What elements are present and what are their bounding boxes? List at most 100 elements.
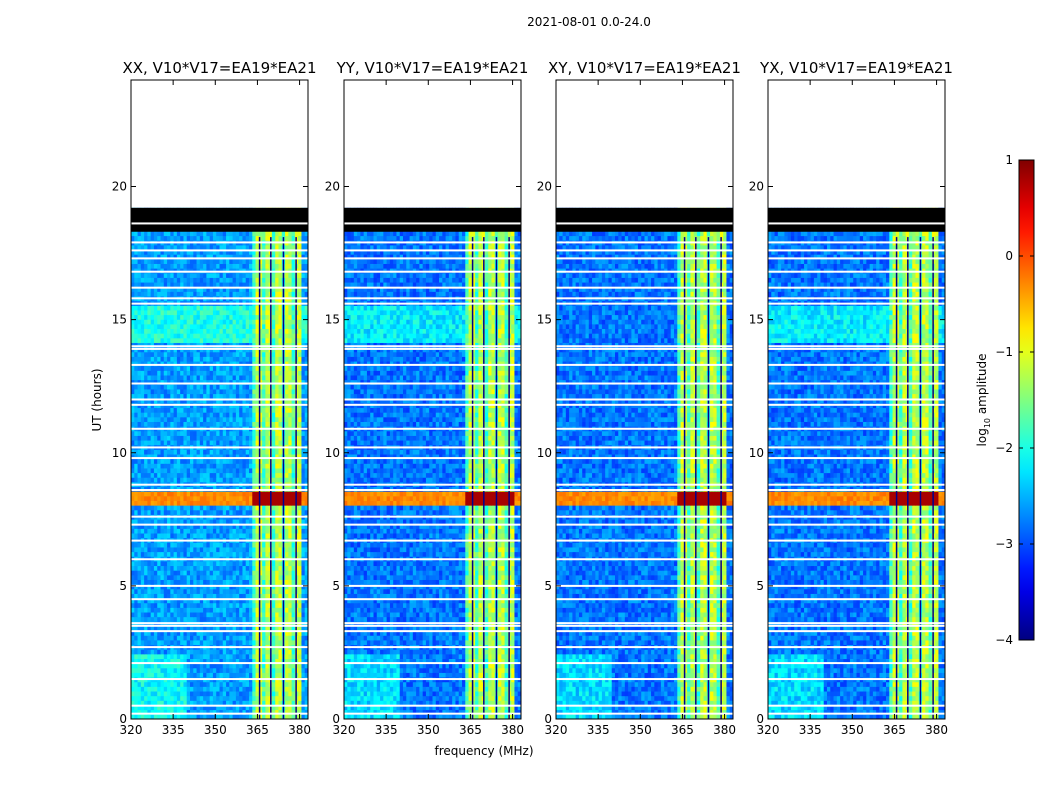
gap-row (768, 297, 945, 300)
y-tick-label: 0 (544, 712, 552, 726)
x-tick-label: 365 (246, 723, 269, 737)
gap-row (131, 363, 308, 366)
gap-row (768, 398, 945, 401)
y-tick-label: 10 (749, 446, 764, 460)
y-tick-label: 0 (119, 712, 127, 726)
gap-row (131, 347, 308, 350)
gap-row (556, 345, 733, 348)
gap-row (556, 398, 733, 401)
gap-row (131, 302, 308, 305)
gap-row (768, 403, 945, 406)
gap-row (768, 523, 945, 526)
colorbar-label: log10 amplitude (975, 354, 992, 447)
gap-row (131, 678, 308, 681)
gap-row (556, 598, 733, 601)
gap-row (768, 584, 945, 587)
flagged-channel (919, 237, 922, 719)
gap-row (131, 382, 308, 385)
panel-0: XX, V10*V17=EA19*EA21 320 335 350 365 380 0 5 10… (112, 59, 317, 737)
gap-row (131, 270, 308, 273)
gap-row (131, 622, 308, 625)
flagged-channel (695, 237, 697, 719)
gap-row (768, 427, 945, 430)
colorbar: 1 0 −1 −2 −3 −4 (995, 153, 1035, 647)
gap-row (556, 270, 733, 273)
gap-row (131, 345, 308, 348)
gap-row (556, 515, 733, 518)
gap-row (768, 598, 945, 601)
gap-row (768, 712, 945, 715)
x-tick-label: 350 (417, 723, 440, 737)
y-tick-label: 5 (119, 579, 127, 593)
gap-row (556, 382, 733, 385)
x-tick-label: 335 (375, 723, 398, 737)
flagged-band (556, 207, 733, 232)
gap-row (344, 630, 521, 633)
gap-row (131, 398, 308, 401)
gap-row (131, 489, 308, 492)
colorbar-tick-label: −4 (995, 633, 1013, 647)
x-tick-label: 380 (713, 723, 736, 737)
panel-frame (555, 79, 734, 720)
gap-row (131, 446, 308, 449)
spectrogram-heatmap (556, 207, 733, 719)
x-tick-label: 350 (629, 723, 652, 737)
panels: XX, V10*V17=EA19*EA21 320 335 350 365 380 0 5 10… (112, 59, 953, 737)
gap-row (768, 662, 945, 665)
y-tick-label: 0 (332, 712, 340, 726)
panel-3: YX, V10*V17=EA19*EA21 320 335 350 365 380 0 5 10… (749, 59, 953, 737)
gap-row (556, 584, 733, 587)
gap-row (344, 704, 521, 707)
y-tick-label: 5 (332, 579, 340, 593)
y-tick-label: 10 (325, 446, 340, 460)
gap-row (556, 489, 733, 492)
panel-1: YY, V10*V17=EA19*EA21 320 335 350 365 380 0 5 10… (325, 59, 529, 737)
gap-row (344, 347, 521, 350)
gap-row (556, 558, 733, 561)
panel-title: XX, V10*V17=EA19*EA21 (122, 59, 316, 77)
flagged-band (768, 207, 945, 232)
gap-row (768, 515, 945, 518)
gap-row (556, 249, 733, 252)
gap-row (768, 345, 945, 348)
gap-row (344, 678, 521, 681)
gap-row (556, 302, 733, 305)
x-tick-label: 335 (587, 723, 610, 737)
gap-row (768, 302, 945, 305)
colorbar-label-sub: 10 (983, 418, 992, 428)
flagged-channel (295, 237, 297, 719)
y-tick-label: 10 (112, 446, 127, 460)
gap-row (344, 286, 521, 289)
gap-row (768, 489, 945, 492)
gap-row (131, 598, 308, 601)
y-tick-label: 15 (537, 313, 552, 327)
gap-row (344, 598, 521, 601)
panel-frame (130, 79, 309, 720)
gap-row (131, 523, 308, 526)
gap-row (344, 662, 521, 665)
gap-row (768, 347, 945, 350)
spectrogram-heatmap (131, 207, 308, 719)
gap-row (131, 712, 308, 715)
flagged-channel (258, 237, 261, 719)
flagged-channel (471, 237, 474, 719)
spectrogram-heatmap (768, 207, 945, 719)
y-tick-label: 10 (537, 446, 552, 460)
y-tick-label: 15 (749, 313, 764, 327)
gap-row (344, 427, 521, 430)
gap-row (556, 427, 733, 430)
gap-row (344, 483, 521, 486)
colorbar-gradient (1018, 159, 1035, 641)
gap-row (556, 347, 733, 350)
gap-row (131, 515, 308, 518)
panel-2: XY, V10*V17=EA19*EA21 320 335 350 365 380 0 5 10… (537, 59, 741, 737)
gap-row (131, 584, 308, 587)
y-tick-label: 0 (756, 712, 764, 726)
x-tick-label: 335 (162, 723, 185, 737)
gap-row (556, 457, 733, 460)
gap-row (768, 257, 945, 260)
gap-row (768, 558, 945, 561)
gap-row (768, 270, 945, 273)
colorbar-tick-label: −2 (995, 441, 1013, 455)
gap-row (556, 363, 733, 366)
